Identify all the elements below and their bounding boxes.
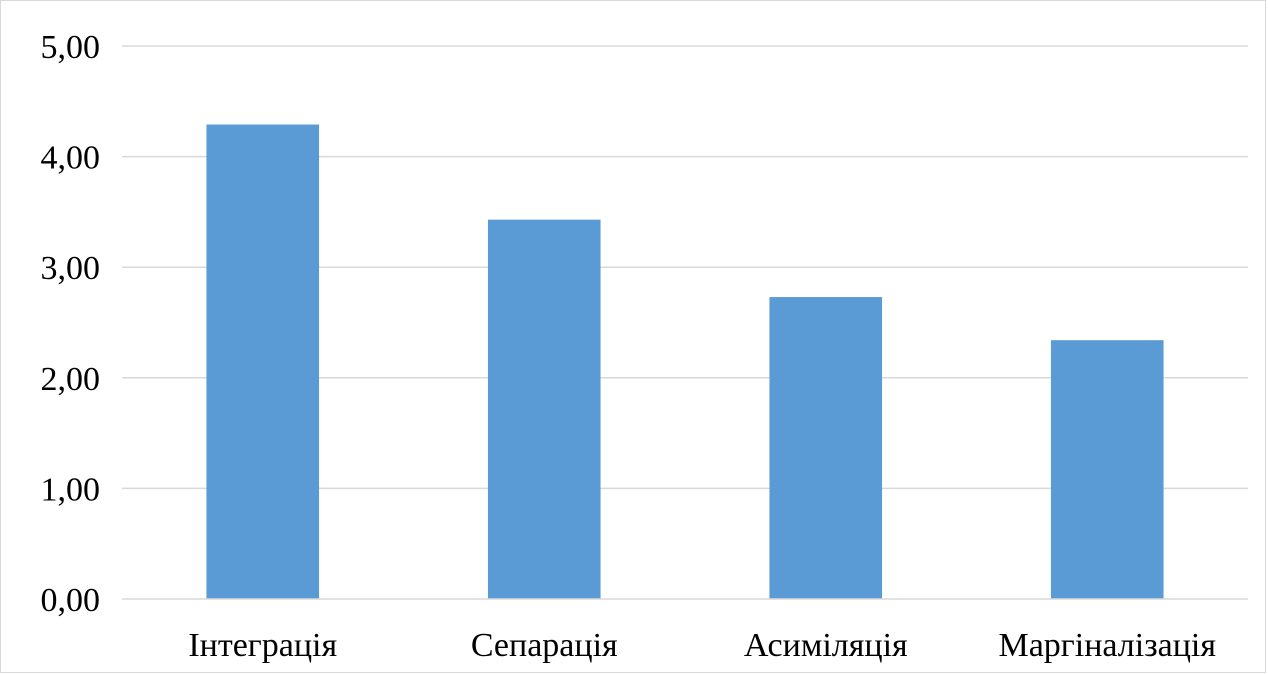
y-tick-label: 3,00 bbox=[41, 250, 101, 287]
y-tick-label: 4,00 bbox=[41, 140, 101, 177]
x-axis-category-labels: Інтеграція Сепарація Асиміляція Маргіналіза… bbox=[188, 627, 1216, 664]
x-tick-label: Маргіналізація bbox=[998, 627, 1216, 664]
y-tick-label: 1,00 bbox=[41, 471, 101, 508]
x-tick-label: Інтеграція bbox=[188, 627, 337, 664]
y-tick-label: 0,00 bbox=[41, 582, 101, 619]
y-axis-tick-labels: 0,00 1,00 2,00 3,00 4,00 5,00 bbox=[41, 29, 101, 619]
bar bbox=[1050, 340, 1164, 599]
bar bbox=[206, 124, 320, 599]
x-tick-label: Асиміляція bbox=[744, 627, 908, 664]
y-tick-label: 5,00 bbox=[41, 29, 101, 66]
bar bbox=[487, 219, 601, 599]
y-tick-label: 2,00 bbox=[41, 361, 101, 398]
x-tick-label: Сепарація bbox=[471, 627, 618, 664]
bar bbox=[769, 297, 883, 599]
bars bbox=[206, 124, 1164, 599]
